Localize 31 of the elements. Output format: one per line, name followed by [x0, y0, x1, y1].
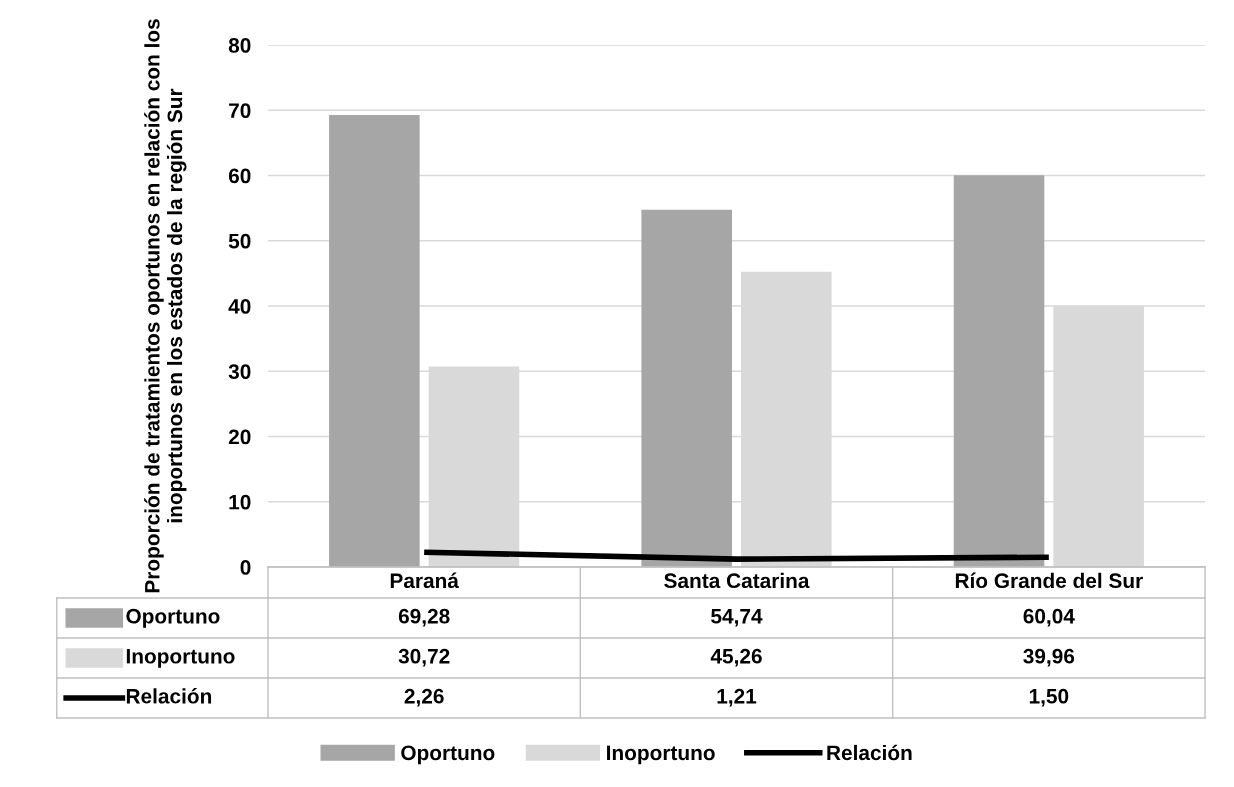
data-label: 1,50 — [1029, 688, 1069, 707]
data-label: 30,72 — [398, 648, 450, 667]
x-tick-label: Río Grande del Sur — [955, 572, 1143, 589]
bar — [329, 114, 420, 567]
data-label: 69,28 — [398, 608, 450, 627]
x-tick-label: Santa Catarina — [664, 572, 810, 589]
y-tick-label: 0 — [240, 560, 251, 575]
y-axis-title: Proporción de tratamientos oportunos en relación con los inoportunos en los estados de la región Sur — [144, 19, 187, 593]
legend-label: Oportuno — [126, 608, 220, 628]
data-label: 39,96 — [1023, 648, 1075, 667]
data-label: 45,26 — [710, 648, 762, 667]
bar — [641, 209, 732, 567]
x-tick-label: Paraná — [390, 572, 459, 589]
legend-label: Inoportuno — [607, 745, 715, 765]
y-tick-label: 20 — [228, 429, 251, 445]
text: Inoportuno — [126, 649, 235, 668]
y-tick-label: 50 — [228, 233, 251, 249]
y-tick-label: 10 — [229, 494, 251, 510]
y-tick-label: 60 — [228, 168, 251, 184]
y-tick-label: 70 — [229, 103, 251, 118]
text: Relación — [126, 688, 212, 704]
y-tick-label: 40 — [228, 299, 251, 314]
bar — [953, 175, 1045, 567]
y-tick-label: 30 — [228, 364, 251, 380]
text: Oportuno — [401, 745, 495, 765]
legend-label: Relación — [827, 744, 912, 761]
data-label: 60,04 — [1023, 608, 1075, 627]
data-label: 54,74 — [711, 609, 763, 627]
data-label: 2,26 — [404, 688, 444, 707]
data-label: 1,21 — [717, 688, 757, 707]
y-tick-label: 80 — [228, 38, 251, 53]
